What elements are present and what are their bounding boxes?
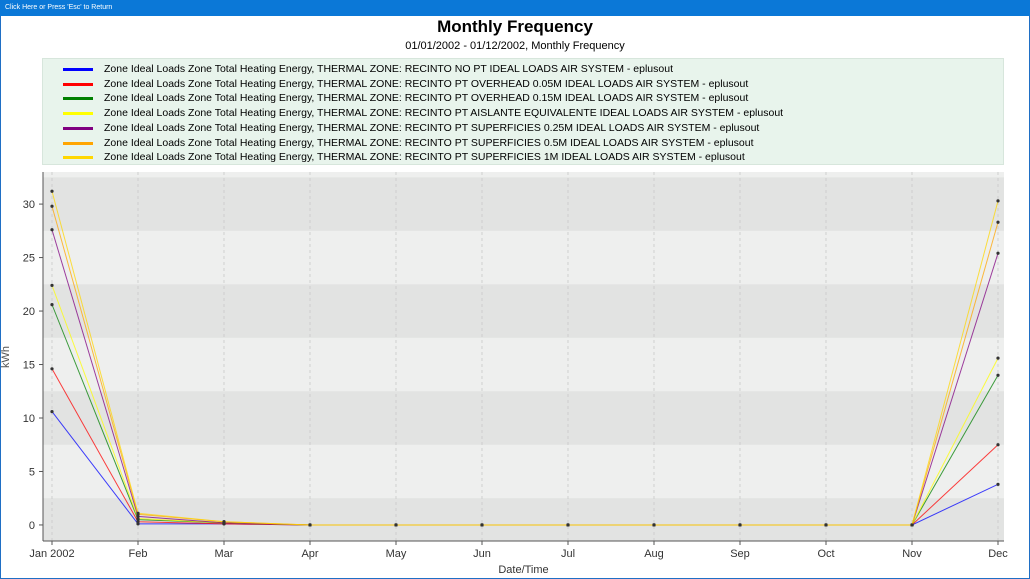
- y-tick-label: 5: [29, 466, 35, 478]
- series-line: [51, 191, 999, 526]
- x-tick-label: Dec: [988, 548, 1008, 560]
- x-tick-label: Jan 2002: [29, 548, 74, 560]
- data-point: [136, 511, 140, 515]
- x-tick-label: Jul: [561, 548, 575, 560]
- x-tick-label: Feb: [129, 548, 148, 560]
- plot-band: [43, 391, 1004, 445]
- x-tick-label: Apr: [301, 548, 318, 560]
- x-tick-label: Sep: [730, 548, 750, 560]
- data-point: [50, 283, 54, 287]
- legend-label: Zone Ideal Loads Zone Total Heating Ener…: [104, 121, 760, 134]
- legend-label: Zone Ideal Loads Zone Total Heating Ener…: [104, 77, 749, 90]
- data-point: [50, 367, 54, 371]
- data-point: [996, 356, 1000, 360]
- data-point: [996, 199, 1000, 203]
- data-point: [996, 220, 1000, 224]
- chart-title: Monthly Frequency: [437, 17, 593, 36]
- x-tick-label: May: [386, 548, 407, 560]
- y-tick-label: 20: [23, 306, 35, 318]
- chart-subtitle: 01/01/2002 - 01/12/2002, Monthly Frequen…: [405, 40, 625, 52]
- y-tick-label: 25: [23, 253, 35, 265]
- data-point: [222, 520, 226, 524]
- x-tick-label: Nov: [902, 548, 922, 560]
- data-point: [50, 204, 54, 208]
- data-point: [480, 523, 484, 527]
- legend-swatch: [63, 141, 93, 145]
- plot-band: [43, 284, 1004, 338]
- data-point: [50, 303, 54, 307]
- x-tick-label: Aug: [644, 548, 664, 560]
- data-point: [308, 523, 312, 527]
- legend: Zone Ideal Loads Zone Total Heating Ener…: [42, 58, 1004, 165]
- data-point: [652, 523, 656, 527]
- data-point: [50, 228, 54, 232]
- x-tick-label: Jun: [473, 548, 491, 560]
- data-point: [996, 443, 1000, 447]
- data-point: [394, 523, 398, 527]
- legend-swatch: [63, 97, 93, 101]
- data-point: [996, 251, 1000, 255]
- legend-swatch: [63, 68, 93, 71]
- data-point: [996, 482, 1000, 486]
- legend-label: Zone Ideal Loads Zone Total Heating Ener…: [104, 151, 745, 164]
- y-tick-label: 30: [23, 199, 35, 211]
- legend-swatch: [63, 112, 93, 116]
- legend-swatch: [63, 82, 93, 86]
- x-tick-label: Oct: [817, 548, 834, 560]
- x-tick-label: Mar: [215, 548, 234, 560]
- plot-area: [43, 172, 1004, 541]
- legend-swatch: [63, 156, 93, 160]
- legend-swatch: [63, 126, 93, 130]
- y-axis-label: kWh: [0, 346, 12, 368]
- data-point: [566, 523, 570, 527]
- data-point: [50, 189, 54, 193]
- y-tick-label: 0: [29, 520, 35, 532]
- y-tick-label: 10: [23, 413, 35, 425]
- y-tick-label: 15: [23, 360, 35, 372]
- data-point: [824, 523, 828, 527]
- data-point: [50, 409, 54, 414]
- plot-band: [43, 177, 1004, 231]
- data-point: [738, 523, 742, 527]
- legend-label: Zone Ideal Loads Zone Total Heating Ener…: [104, 63, 673, 75]
- x-axis-label: Date/Time: [498, 564, 548, 576]
- legend-label: Zone Ideal Loads Zone Total Heating Ener…: [104, 107, 784, 120]
- return-bar[interactable]: Click Here or Press 'Esc' to Return: [0, 0, 1030, 16]
- legend-label: Zone Ideal Loads Zone Total Heating Ener…: [104, 136, 754, 149]
- data-point: [910, 523, 914, 527]
- legend-label: Zone Ideal Loads Zone Total Heating Ener…: [104, 92, 749, 105]
- data-point: [996, 373, 1000, 377]
